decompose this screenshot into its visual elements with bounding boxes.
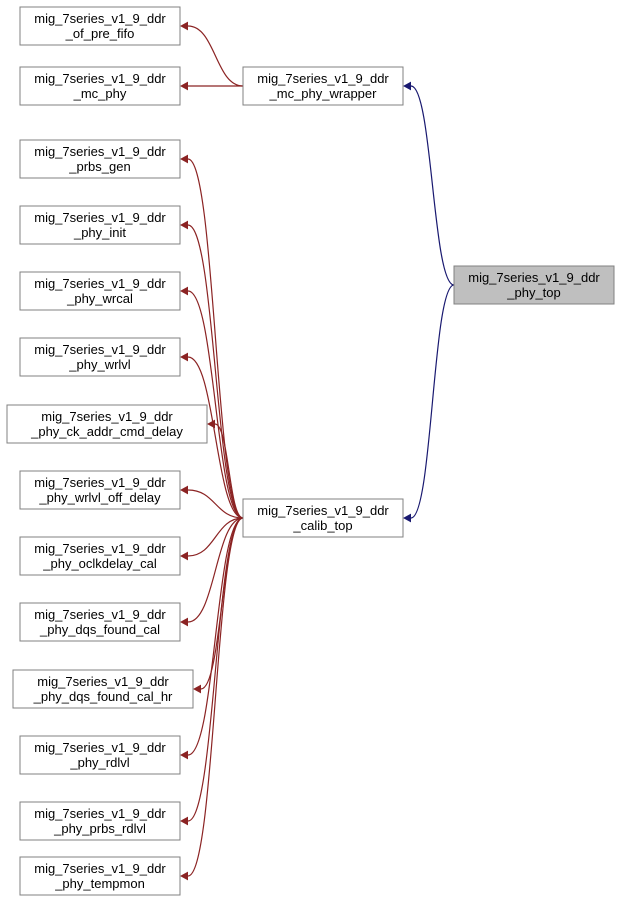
node-phy_tempmon[interactable]: mig_7series_v1_9_ddr_phy_tempmon [20, 857, 180, 895]
node-phy_wrcal-label-line-0: mig_7series_v1_9_ddr [34, 276, 166, 291]
node-phy_ck_addr_cmd_delay-label-line-0: mig_7series_v1_9_ddr [41, 409, 173, 424]
node-phy_init[interactable]: mig_7series_v1_9_ddr_phy_init [20, 206, 180, 244]
node-phy_rdlvl[interactable]: mig_7series_v1_9_ddr_phy_rdlvl [20, 736, 180, 774]
node-phy_top[interactable]: mig_7series_v1_9_ddr_phy_top [454, 266, 614, 304]
node-phy_top-label-line-1: _phy_top [506, 285, 561, 300]
node-prbs_gen-label-line-1: _prbs_gen [68, 159, 130, 174]
arrowhead-mc_phy_wrapper-to-mc_phy [180, 82, 188, 91]
node-mc_phy_wrapper-label-line-1: _mc_phy_wrapper [269, 86, 378, 101]
edge-mc_phy_wrapper-to-of_pre_fifo [188, 26, 243, 86]
node-phy_prbs_rdlvl-label-line-0: mig_7series_v1_9_ddr [34, 806, 166, 821]
arrowhead-calib_top-to-phy_wrlvl_off_delay [180, 486, 188, 495]
node-phy_wrlvl-label-line-1: _phy_wrlvl [68, 357, 131, 372]
node-phy_dqs_found_cal_hr[interactable]: mig_7series_v1_9_ddr_phy_dqs_found_cal_h… [13, 670, 193, 708]
node-phy_oclkdelay_cal-label-line-0: mig_7series_v1_9_ddr [34, 541, 166, 556]
node-phy_rdlvl-label-line-0: mig_7series_v1_9_ddr [34, 740, 166, 755]
node-phy_dqs_found_cal-label-line-0: mig_7series_v1_9_ddr [34, 607, 166, 622]
node-phy_rdlvl-label-line-1: _phy_rdlvl [69, 755, 129, 770]
node-mc_phy_wrapper[interactable]: mig_7series_v1_9_ddr_mc_phy_wrapper [243, 67, 403, 105]
node-phy_wrlvl-label-line-0: mig_7series_v1_9_ddr [34, 342, 166, 357]
arrowhead-calib_top-to-prbs_gen [180, 155, 188, 164]
node-phy_dqs_found_cal_hr-label-line-0: mig_7series_v1_9_ddr [37, 674, 169, 689]
node-of_pre_fifo[interactable]: mig_7series_v1_9_ddr_of_pre_fifo [20, 7, 180, 45]
node-mc_phy-label-line-1: _mc_phy [73, 86, 127, 101]
node-mc_phy[interactable]: mig_7series_v1_9_ddr_mc_phy [20, 67, 180, 105]
edge-calib_top-to-phy_oclkdelay_cal [188, 518, 243, 556]
node-prbs_gen[interactable]: mig_7series_v1_9_ddr_prbs_gen [20, 140, 180, 178]
edge-calib_top-to-phy_prbs_rdlvl [188, 518, 243, 821]
arrowhead-calib_top-to-phy_dqs_found_cal [180, 618, 188, 627]
node-phy_tempmon-label-line-1: _phy_tempmon [54, 876, 145, 891]
node-calib_top-label-line-0: mig_7series_v1_9_ddr [257, 503, 389, 518]
arrowhead-calib_top-to-phy_rdlvl [180, 751, 188, 760]
arrowhead-calib_top-to-phy_dqs_found_cal_hr [193, 685, 201, 694]
node-of_pre_fifo-label-line-1: _of_pre_fifo [65, 26, 135, 41]
edge-layer [180, 22, 454, 881]
arrowhead-calib_top-to-phy_wrlvl [180, 353, 188, 362]
node-phy_wrlvl_off_delay[interactable]: mig_7series_v1_9_ddr_phy_wrlvl_off_delay [20, 471, 180, 509]
node-phy_dqs_found_cal[interactable]: mig_7series_v1_9_ddr_phy_dqs_found_cal [20, 603, 180, 641]
arrowhead-phy_top-to-mc_phy_wrapper [403, 82, 411, 91]
node-phy_tempmon-label-line-0: mig_7series_v1_9_ddr [34, 861, 166, 876]
edge-calib_top-to-phy_dqs_found_cal [188, 518, 243, 622]
node-mc_phy_wrapper-label-line-0: mig_7series_v1_9_ddr [257, 71, 389, 86]
arrowhead-calib_top-to-phy_oclkdelay_cal [180, 552, 188, 561]
node-mc_phy-label-line-0: mig_7series_v1_9_ddr [34, 71, 166, 86]
edge-calib_top-to-phy_init [188, 225, 243, 518]
edge-calib_top-to-phy_rdlvl [188, 518, 243, 755]
node-phy_ck_addr_cmd_delay[interactable]: mig_7series_v1_9_ddr_phy_ck_addr_cmd_del… [7, 405, 207, 443]
node-calib_top[interactable]: mig_7series_v1_9_ddr_calib_top [243, 499, 403, 537]
arrowhead-phy_top-to-calib_top [403, 514, 411, 523]
node-prbs_gen-label-line-0: mig_7series_v1_9_ddr [34, 144, 166, 159]
node-phy_ck_addr_cmd_delay-label-line-1: _phy_ck_addr_cmd_delay [30, 424, 183, 439]
edge-calib_top-to-prbs_gen [188, 159, 243, 518]
arrowhead-calib_top-to-phy_tempmon [180, 872, 188, 881]
arrowhead-calib_top-to-phy_init [180, 221, 188, 230]
node-phy_dqs_found_cal_hr-label-line-1: _phy_dqs_found_cal_hr [33, 689, 173, 704]
node-phy_oclkdelay_cal[interactable]: mig_7series_v1_9_ddr_phy_oclkdelay_cal [20, 537, 180, 575]
node-phy_wrcal-label-line-1: _phy_wrcal [66, 291, 133, 306]
edge-phy_top-to-mc_phy_wrapper [411, 86, 454, 285]
arrowhead-calib_top-to-phy_ck_addr_cmd_delay [207, 420, 215, 429]
node-of_pre_fifo-label-line-0: mig_7series_v1_9_ddr [34, 11, 166, 26]
node-phy_prbs_rdlvl-label-line-1: _phy_prbs_rdlvl [53, 821, 146, 836]
node-phy_top-label-line-0: mig_7series_v1_9_ddr [468, 270, 600, 285]
node-phy_oclkdelay_cal-label-line-1: _phy_oclkdelay_cal [42, 556, 157, 571]
node-phy_dqs_found_cal-label-line-1: _phy_dqs_found_cal [39, 622, 160, 637]
node-phy_init-label-line-0: mig_7series_v1_9_ddr [34, 210, 166, 225]
node-phy_wrcal[interactable]: mig_7series_v1_9_ddr_phy_wrcal [20, 272, 180, 310]
node-phy_wrlvl_off_delay-label-line-0: mig_7series_v1_9_ddr [34, 475, 166, 490]
arrowhead-mc_phy_wrapper-to-of_pre_fifo [180, 22, 188, 31]
node-phy_init-label-line-1: _phy_init [73, 225, 126, 240]
node-calib_top-label-line-1: _calib_top [292, 518, 352, 533]
edge-phy_top-to-calib_top [411, 285, 454, 518]
node-phy_wrlvl_off_delay-label-line-1: _phy_wrlvl_off_delay [38, 490, 161, 505]
node-phy_wrlvl[interactable]: mig_7series_v1_9_ddr_phy_wrlvl [20, 338, 180, 376]
node-phy_prbs_rdlvl[interactable]: mig_7series_v1_9_ddr_phy_prbs_rdlvl [20, 802, 180, 840]
node-layer: mig_7series_v1_9_ddr_phy_topmig_7series_… [7, 7, 614, 895]
arrowhead-calib_top-to-phy_prbs_rdlvl [180, 817, 188, 826]
dependency-graph: mig_7series_v1_9_ddr_phy_topmig_7series_… [0, 0, 628, 901]
arrowhead-calib_top-to-phy_wrcal [180, 287, 188, 296]
